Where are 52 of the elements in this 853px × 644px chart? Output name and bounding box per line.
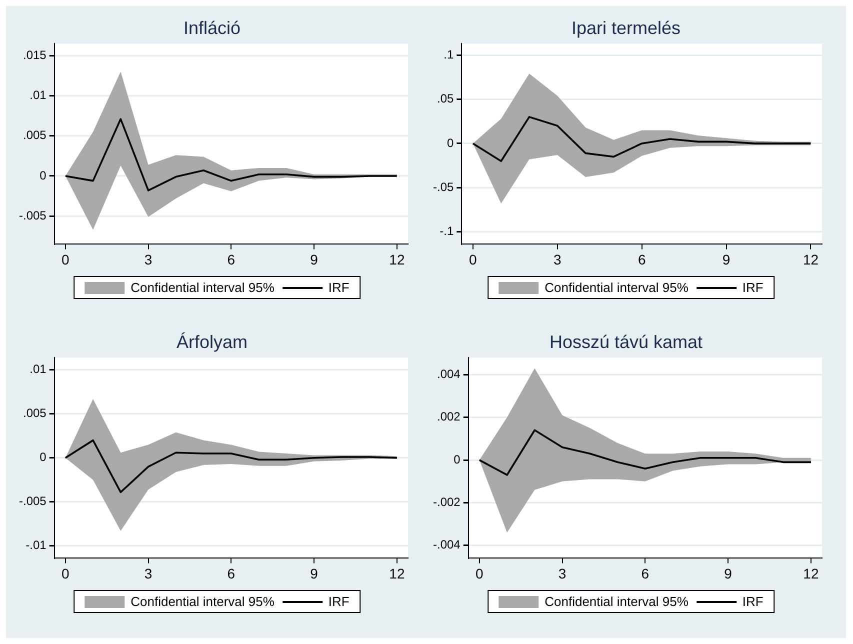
y-tick-label: -.005 [18,208,47,222]
x-tick-label: 0 [62,251,70,268]
x-tick-label: 6 [227,565,236,582]
x-tick-label: 9 [310,565,318,582]
legend-label: IRF [742,280,764,295]
y-tick-label: .1 [444,47,454,62]
x-tick-label: 0 [469,251,478,268]
x-tick-label: 6 [227,251,236,268]
text: Confidential interval 95% [544,594,688,609]
x-tick-label: 12 [802,251,819,268]
y-tick-label: .05 [436,92,454,106]
y-tick-label: -.05 [432,180,454,194]
legend-label: IRF [742,594,764,609]
y-tick-label: .005 [22,128,47,142]
y-tick-label: .005 [22,406,47,420]
chart-title: Hosszú távú kamat [549,332,703,352]
y-tick-label: -.002 [432,495,461,510]
x-tick-label: 6 [641,565,650,582]
x-tick-label: 0 [62,565,70,582]
x-tick-label: 9 [310,251,318,268]
x-tick-label: 9 [722,251,730,268]
y-tick-label: -.005 [18,494,47,508]
x-tick-label: 3 [144,251,152,268]
y-tick-label: -.01 [26,538,47,552]
chart-title: Ipari termelés [571,18,681,38]
chart-title: Árfolyam [176,332,248,352]
x-tick-label: 12 [803,565,819,582]
x-tick-label: 3 [144,565,152,582]
chart-title: Infláció [183,18,241,38]
x-tick-label: 0 [476,565,484,582]
y-tick-label: .015 [22,48,47,62]
x-tick-label: 6 [638,251,646,268]
x-tick-label: 3 [558,565,566,582]
text: Confidential interval 95% [130,280,274,295]
y-tick-label: .002 [436,410,461,424]
x-tick-label: 12 [389,251,405,268]
text: Confidential interval 95% [130,594,274,609]
y-tick-label: .01 [30,88,47,102]
x-tick-label: 3 [553,251,562,268]
y-tick-label: 0 [40,450,47,464]
y-tick-label: 0 [446,136,454,150]
y-tick-label: 0 [40,168,47,182]
legend-label: IRF [328,280,350,295]
y-tick-label: 0 [454,452,461,466]
y-tick-label: -.1 [440,224,454,238]
x-tick-label: 9 [724,565,732,582]
x-tick-label: 12 [389,565,405,582]
y-tick-label: .01 [30,362,47,376]
text: Confidential interval 95% [544,280,688,295]
y-tick-label: -.004 [432,538,461,552]
y-tick-label: .004 [436,366,461,381]
legend-label: IRF [328,594,350,609]
